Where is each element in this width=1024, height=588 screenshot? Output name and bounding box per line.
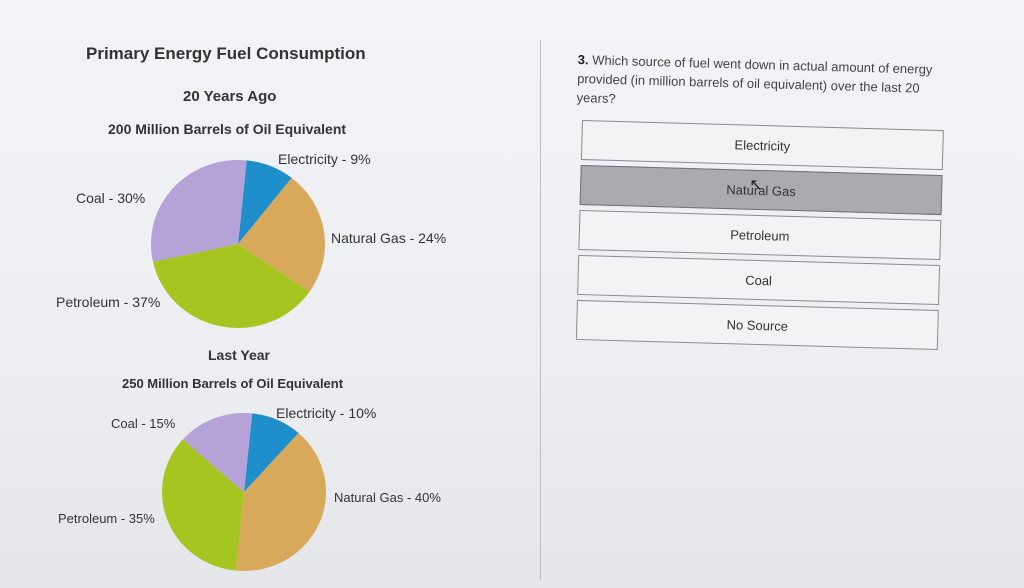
pie-slice-electricity xyxy=(244,413,299,492)
mouse-cursor-icon: ↖ xyxy=(749,176,763,195)
label-petroleum-1: Petroleum - 37% xyxy=(56,294,161,310)
option-electricity[interactable]: Electricity xyxy=(580,120,944,171)
chart1-subtitle: 20 Years Ago xyxy=(183,88,277,105)
pie-chart-last-year xyxy=(161,413,326,571)
label-natural-gas-1: Natural Gas - 24% xyxy=(331,230,447,246)
option-label: No Source xyxy=(726,316,789,334)
option-label: Electricity xyxy=(734,136,791,154)
label-petroleum-2: Petroleum - 35% xyxy=(58,511,155,526)
option-natural-gas[interactable]: Natural Gas ↖ xyxy=(579,164,943,216)
option-coal[interactable]: Coal xyxy=(577,254,941,306)
pie-slice-coal xyxy=(182,413,253,492)
question-number: 3. xyxy=(577,51,589,68)
pie-slice-natural-gas xyxy=(235,433,326,571)
pie-slice-petroleum xyxy=(161,439,244,571)
chart2-total: 250 Million Barrels of Oil Equivalent xyxy=(122,376,344,391)
pie-slice-natural-gas xyxy=(238,177,325,292)
label-electricity-1: Electricity - 9% xyxy=(278,151,371,167)
pie-chart-20-years-ago xyxy=(151,160,325,328)
label-electricity-2: Electricity - 10% xyxy=(276,405,377,421)
question-prompt: Which source of fuel went down in actual… xyxy=(576,52,933,107)
pie-slice-petroleum xyxy=(152,244,310,328)
question-text: 3. Which source of fuel went down in act… xyxy=(576,50,947,117)
panel-divider xyxy=(540,40,541,580)
option-label: Coal xyxy=(745,272,773,288)
label-natural-gas-2: Natural Gas - 40% xyxy=(334,490,441,505)
label-coal-1: Coal - 30% xyxy=(76,190,146,206)
chart1-total: 200 Million Barrels of Oil Equivalent xyxy=(108,121,347,137)
pie-slice-coal xyxy=(151,160,247,262)
chart2-subtitle: Last Year xyxy=(208,347,271,363)
pie-slice-electricity xyxy=(238,160,292,244)
option-no-source[interactable]: No Source xyxy=(575,299,939,351)
chart-title: Primary Energy Fuel Consumption xyxy=(86,44,366,63)
option-petroleum[interactable]: Petroleum xyxy=(578,209,942,261)
label-coal-2: Coal - 15% xyxy=(111,416,176,431)
option-label: Petroleum xyxy=(730,226,790,244)
answer-options: Electricity Natural Gas ↖ Petroleum Coal… xyxy=(575,120,944,355)
